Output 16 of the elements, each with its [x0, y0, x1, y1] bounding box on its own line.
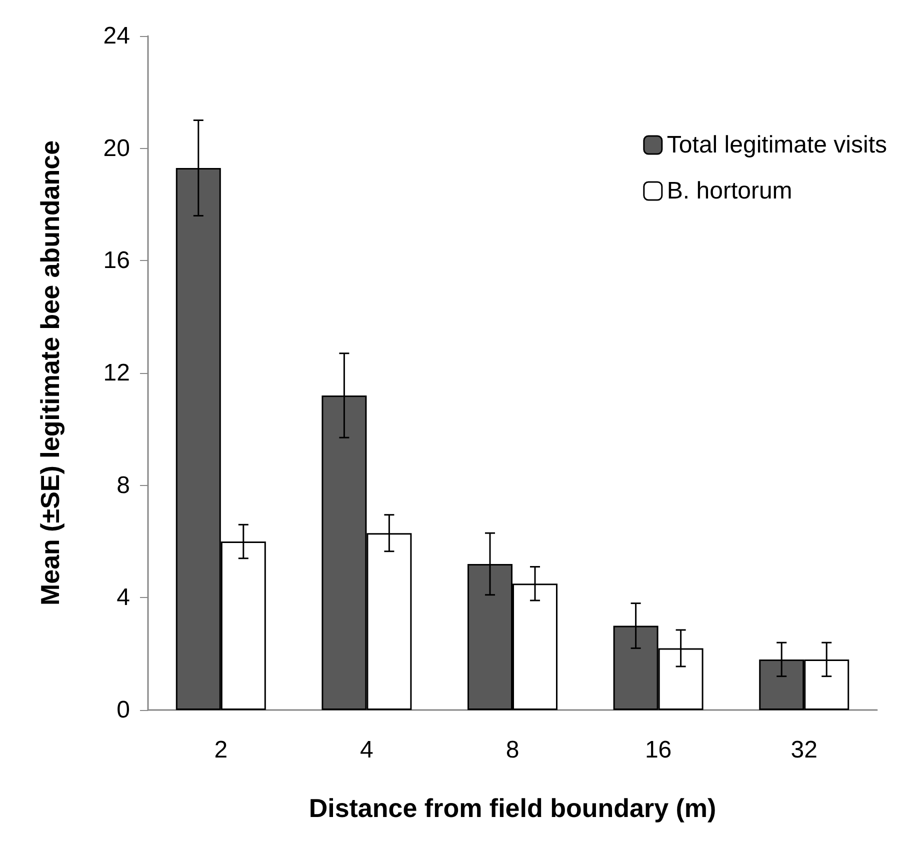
- y-tick-label: 20: [103, 134, 130, 162]
- y-tick-label: 0: [116, 696, 130, 724]
- legend-label: Total legitimate visits: [666, 132, 887, 158]
- x-axis-title: Distance from field boundary (m): [308, 793, 716, 823]
- y-axis-title: Mean (±SE) legitimate bee abundance: [35, 140, 65, 606]
- y-tick-label: 16: [103, 247, 130, 274]
- x-tick-label: 8: [506, 736, 520, 764]
- x-tick-label: 16: [644, 736, 672, 764]
- x-tick-label: 4: [360, 736, 374, 764]
- x-tick-label: 32: [790, 736, 818, 764]
- y-tick-label: 12: [103, 360, 130, 386]
- y-tick-label: 8: [116, 472, 130, 499]
- y-tick-label: 24: [103, 22, 130, 50]
- y-tick-label: 4: [116, 584, 130, 612]
- legend-label: B. hortorum: [666, 178, 792, 204]
- x-tick-label: 2: [214, 736, 228, 764]
